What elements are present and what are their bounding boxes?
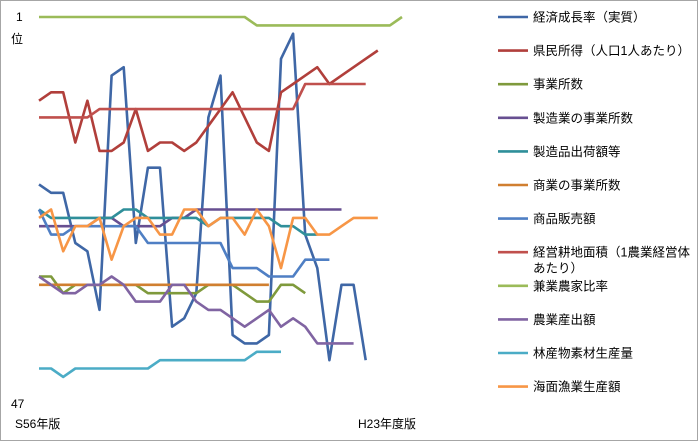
- y-axis-unit-label: 位: [11, 31, 23, 46]
- series-line-1: [38, 32, 367, 362]
- legend-label-7: 商品販売額: [533, 211, 596, 226]
- y-axis-top-label: 1: [16, 10, 23, 24]
- legend-label-10: 農業産出額: [533, 312, 596, 327]
- plot-area: [37, 15, 403, 379]
- legend-label-5: 製造品出荷額等: [533, 144, 621, 159]
- series-line-11: [39, 350, 281, 379]
- legend-label-6: 商業の事業所数: [533, 178, 621, 193]
- legend-label-11: 林産物素材生産量: [533, 346, 633, 361]
- legend-label-8: 経営耕地面積（1農業経営体あたり）: [533, 245, 690, 276]
- x-axis-end-label: H23年度版: [358, 416, 416, 431]
- series-line-3: [39, 275, 306, 303]
- legend-label-9: 兼業農家比率: [533, 278, 608, 293]
- x-axis-start-label: S56年版: [15, 417, 60, 431]
- series-line-12: [38, 208, 378, 270]
- legend-label-1: 経済成長率（実質）: [533, 10, 646, 25]
- series-line-2: [38, 49, 379, 153]
- legend-label-4: 製造業の事業所数: [533, 110, 634, 125]
- series-line-8: [39, 82, 366, 119]
- legend: 経済成長率（実質） 県民所得（人口1人あたり） 事業所数製造業の事業所数製造品出荷額…: [498, 10, 690, 394]
- series-line-5: [38, 208, 318, 236]
- legend-label-12: 海面漁業生産額: [533, 379, 621, 394]
- y-axis-bottom-label: 47: [11, 397, 25, 411]
- legend-label-2: 県民所得（人口1人あたり）: [533, 43, 690, 58]
- series-line-9: [39, 15, 403, 27]
- series-line-10: [38, 275, 354, 345]
- legend-label-3: 事業所数: [533, 77, 584, 92]
